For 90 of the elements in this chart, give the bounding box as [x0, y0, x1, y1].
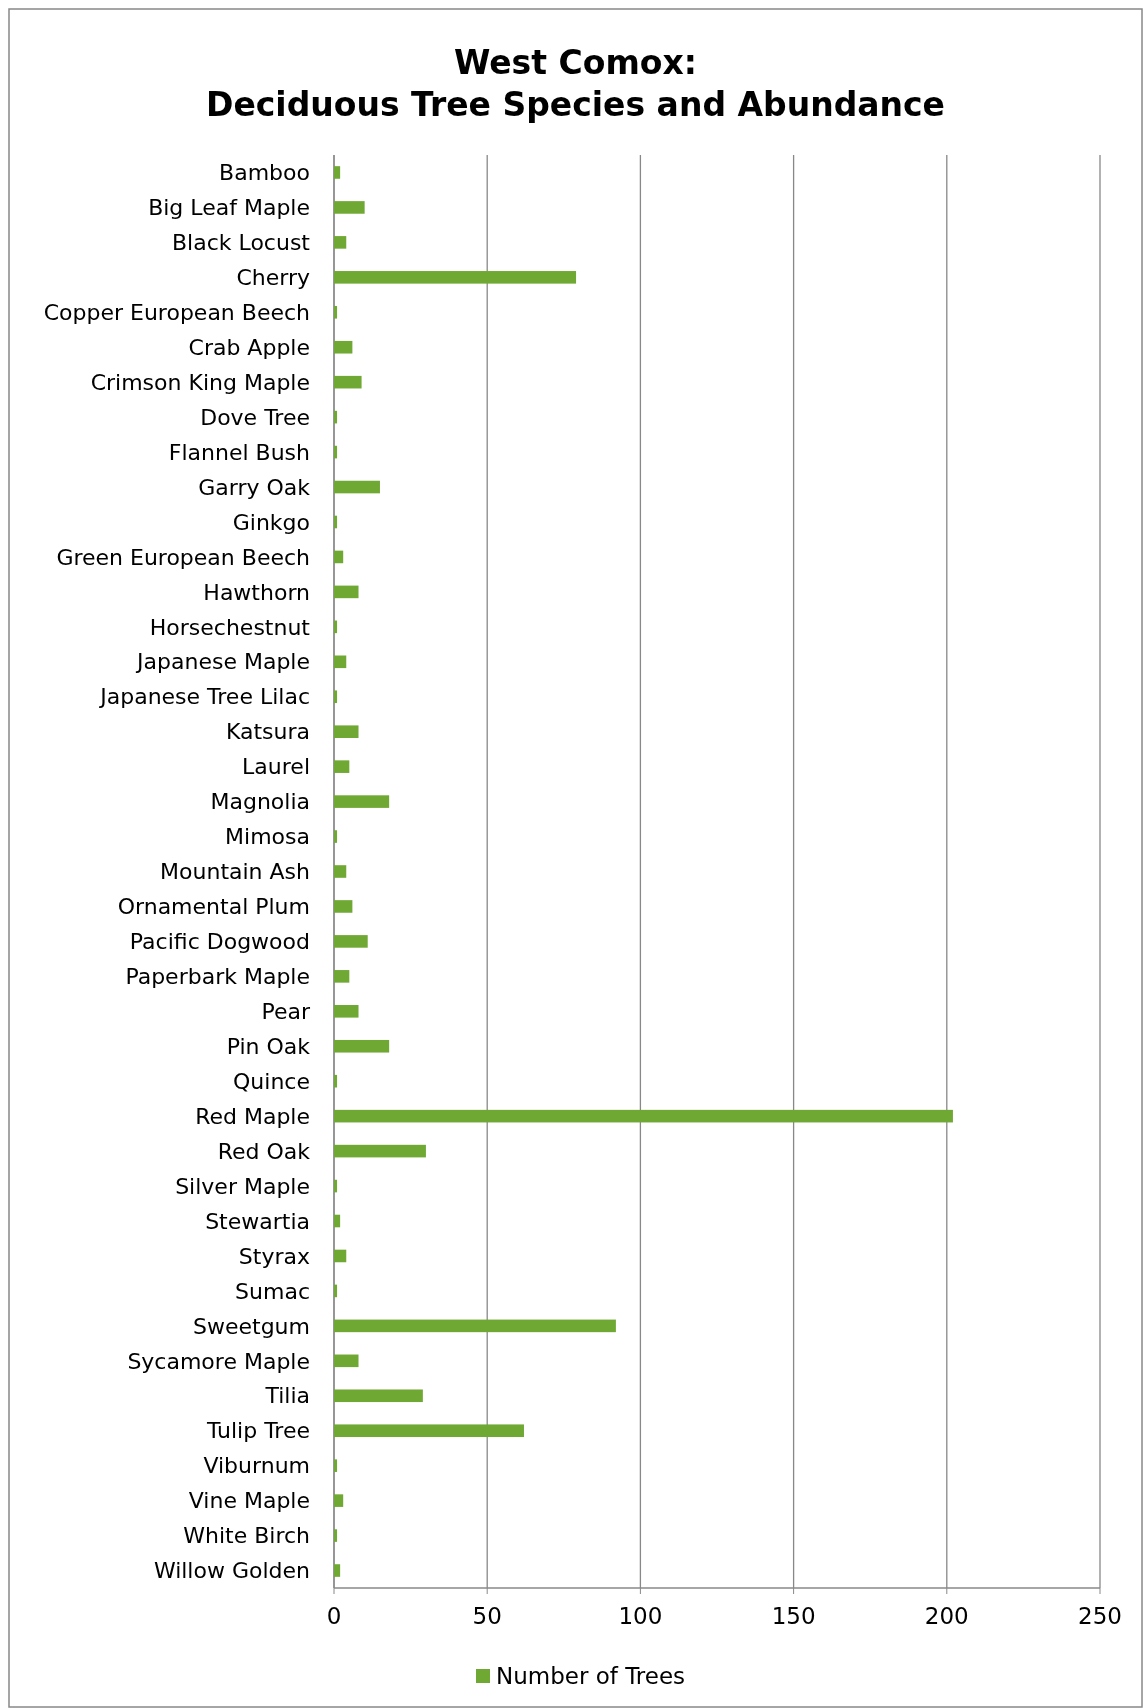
bar [334, 1494, 344, 1507]
x-tick-label: 200 [924, 1603, 969, 1629]
bar [334, 1284, 338, 1298]
x-tick-label: 250 [1078, 1603, 1122, 1629]
bar [334, 1389, 423, 1403]
y-tick-label: Crab Apple [188, 334, 310, 360]
bar [334, 690, 338, 704]
y-tick-label: Cherry [236, 265, 310, 291]
y-tick-label: Ornamental Plum [117, 894, 310, 920]
y-tick-label: Tulip Tree [205, 1418, 310, 1444]
x-tick-label: 150 [771, 1603, 816, 1629]
bar [334, 515, 338, 529]
y-tick-label: Vine Maple [188, 1488, 310, 1514]
y-tick-label: Pin Oak [226, 1033, 311, 1059]
bar [334, 760, 350, 773]
bar [334, 1354, 359, 1368]
y-tick-label: Horsechestnut [149, 614, 311, 640]
legend-label: Number of Trees [496, 1663, 686, 1690]
y-tick-label: Sumac [235, 1278, 310, 1304]
bar [334, 935, 368, 948]
y-tick-label: Japanese Tree Lilac [98, 684, 310, 710]
bar [334, 1039, 390, 1053]
bar [334, 795, 390, 808]
bar [334, 1424, 524, 1438]
y-tick-label: Red Oak [217, 1138, 311, 1164]
bar [334, 1179, 338, 1193]
y-tick-label: Green European Beech [56, 544, 310, 570]
bar [334, 236, 347, 249]
bar [334, 445, 338, 459]
bar [334, 480, 380, 494]
y-tick-label: Copper European Beech [43, 299, 310, 325]
bar [334, 375, 362, 389]
x-tick-label: 50 [472, 1603, 502, 1629]
bar [334, 1144, 426, 1158]
y-tick-label: Bamboo [219, 160, 310, 186]
bar [334, 1074, 338, 1088]
y-tick-label: Garry Oak [198, 474, 311, 500]
bar [334, 865, 347, 878]
bar [334, 1564, 341, 1577]
bar [334, 655, 347, 669]
y-tick-label: Sycamore Maple [127, 1348, 310, 1374]
bar [334, 1529, 338, 1542]
y-tick-label: Paperbark Maple [125, 964, 310, 990]
bar [334, 550, 344, 564]
bar [334, 1319, 616, 1333]
y-tick-label: Flannel Bush [168, 439, 310, 465]
bar [334, 166, 341, 179]
bar [334, 1249, 347, 1263]
bar [334, 970, 350, 983]
y-tick-label: Tilia [264, 1383, 310, 1409]
bar [334, 271, 577, 284]
y-tick-label: Mountain Ash [160, 859, 310, 885]
y-tick-label: Black Locust [172, 230, 311, 256]
bar [334, 1214, 341, 1228]
y-tick-label: Laurel [242, 754, 310, 780]
bar [334, 1459, 338, 1472]
y-tick-label: Katsura [225, 719, 310, 745]
y-tick-label: Silver Maple [175, 1173, 310, 1199]
bar [334, 1109, 953, 1123]
y-tick-label: Red Maple [195, 1103, 310, 1129]
y-tick-label: Crimson King Maple [90, 369, 310, 395]
bar [334, 620, 338, 634]
y-tick-label: Sweetgum [193, 1313, 310, 1339]
y-tick-label: Styrax [238, 1243, 310, 1269]
y-tick-label: Willow Golden [153, 1558, 310, 1584]
y-tick-label: Pacific Dogwood [129, 929, 310, 955]
bar [334, 830, 338, 843]
bar [334, 725, 359, 738]
bar [334, 1005, 359, 1018]
bar [334, 340, 353, 354]
y-tick-label: Viburnum [203, 1453, 310, 1479]
x-tick-label: 100 [618, 1603, 663, 1629]
bar [334, 410, 338, 424]
y-tick-label: Ginkgo [232, 509, 310, 535]
y-tick-label: Japanese Maple [135, 649, 310, 675]
y-tick-label: White Birch [183, 1523, 310, 1549]
y-tick-label: Stewartia [205, 1208, 310, 1234]
y-tick-label: Pear [261, 999, 311, 1024]
bar [334, 585, 359, 599]
y-tick-label: Hawthorn [203, 579, 310, 605]
bar [334, 201, 365, 214]
y-tick-label: Magnolia [210, 789, 310, 815]
y-tick-label: Quince [233, 1068, 310, 1094]
chart-title: West Comox: Deciduous Tree Species and Abundance [206, 43, 945, 124]
bar [334, 900, 353, 913]
y-tick-label: Big Leaf Maple [148, 195, 310, 221]
x-tick-label: 0 [326, 1603, 342, 1629]
y-tick-label: Dove Tree [200, 404, 310, 430]
bar [334, 305, 338, 319]
y-tick-label: Mimosa [225, 824, 310, 850]
